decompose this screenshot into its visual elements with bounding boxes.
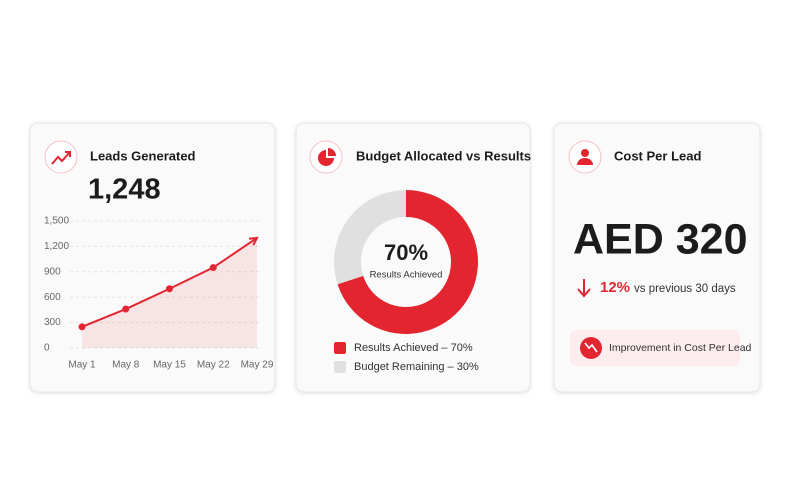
x-tick-label: May 29 xyxy=(241,360,274,371)
x-tick-label: May 8 xyxy=(112,360,140,371)
icon xyxy=(318,150,334,166)
badge-icon xyxy=(584,342,598,353)
point xyxy=(122,305,130,313)
donut-segment xyxy=(333,190,406,285)
card-title: Budget Allocated vs Results xyxy=(356,148,531,163)
icon xyxy=(44,140,78,174)
point xyxy=(166,285,173,293)
center-value: 70% xyxy=(384,240,428,265)
card xyxy=(295,122,531,393)
icon xyxy=(328,148,336,156)
badge xyxy=(570,330,740,366)
badge-icon xyxy=(580,337,602,359)
icon xyxy=(577,158,593,165)
point xyxy=(209,264,217,272)
change-value: 12% xyxy=(600,279,630,296)
y-tick-label: 600 xyxy=(44,292,61,303)
card xyxy=(553,122,761,393)
y-tick-label: 900 xyxy=(44,266,61,277)
legend-swatch xyxy=(334,361,346,373)
kpi-value: 1,248 xyxy=(88,174,161,206)
badge-text: Improvement in Cost Per Lead xyxy=(609,342,752,354)
icon xyxy=(581,149,589,157)
donut-segment xyxy=(337,190,478,334)
icon xyxy=(65,151,71,157)
card-title: Leads Generated xyxy=(90,148,196,163)
kpi-value: AED 320 xyxy=(573,215,747,263)
icon xyxy=(51,151,71,165)
y-tick-label: 300 xyxy=(44,317,61,328)
y-tick-label: 1,500 xyxy=(44,216,69,227)
legend-label: Budget Remaining – 30% xyxy=(354,361,479,373)
card xyxy=(29,122,276,393)
x-tick-label: May 22 xyxy=(197,360,230,371)
arrow-head xyxy=(248,236,259,246)
x-tick-label: May 15 xyxy=(153,360,186,371)
legend-label: Results Achieved – 70% xyxy=(354,342,473,354)
down-arrow xyxy=(577,288,591,298)
center-caption: Results Achieved xyxy=(370,270,443,281)
y-tick-label: 0 xyxy=(44,343,50,354)
area xyxy=(82,237,257,348)
x-tick-label: May 1 xyxy=(68,360,96,371)
point xyxy=(78,323,86,331)
card-title: Cost Per Lead xyxy=(614,148,701,163)
y-tick-label: 1,200 xyxy=(44,241,69,252)
change-note: vs previous 30 days xyxy=(634,283,736,295)
legend-swatch xyxy=(334,342,346,354)
